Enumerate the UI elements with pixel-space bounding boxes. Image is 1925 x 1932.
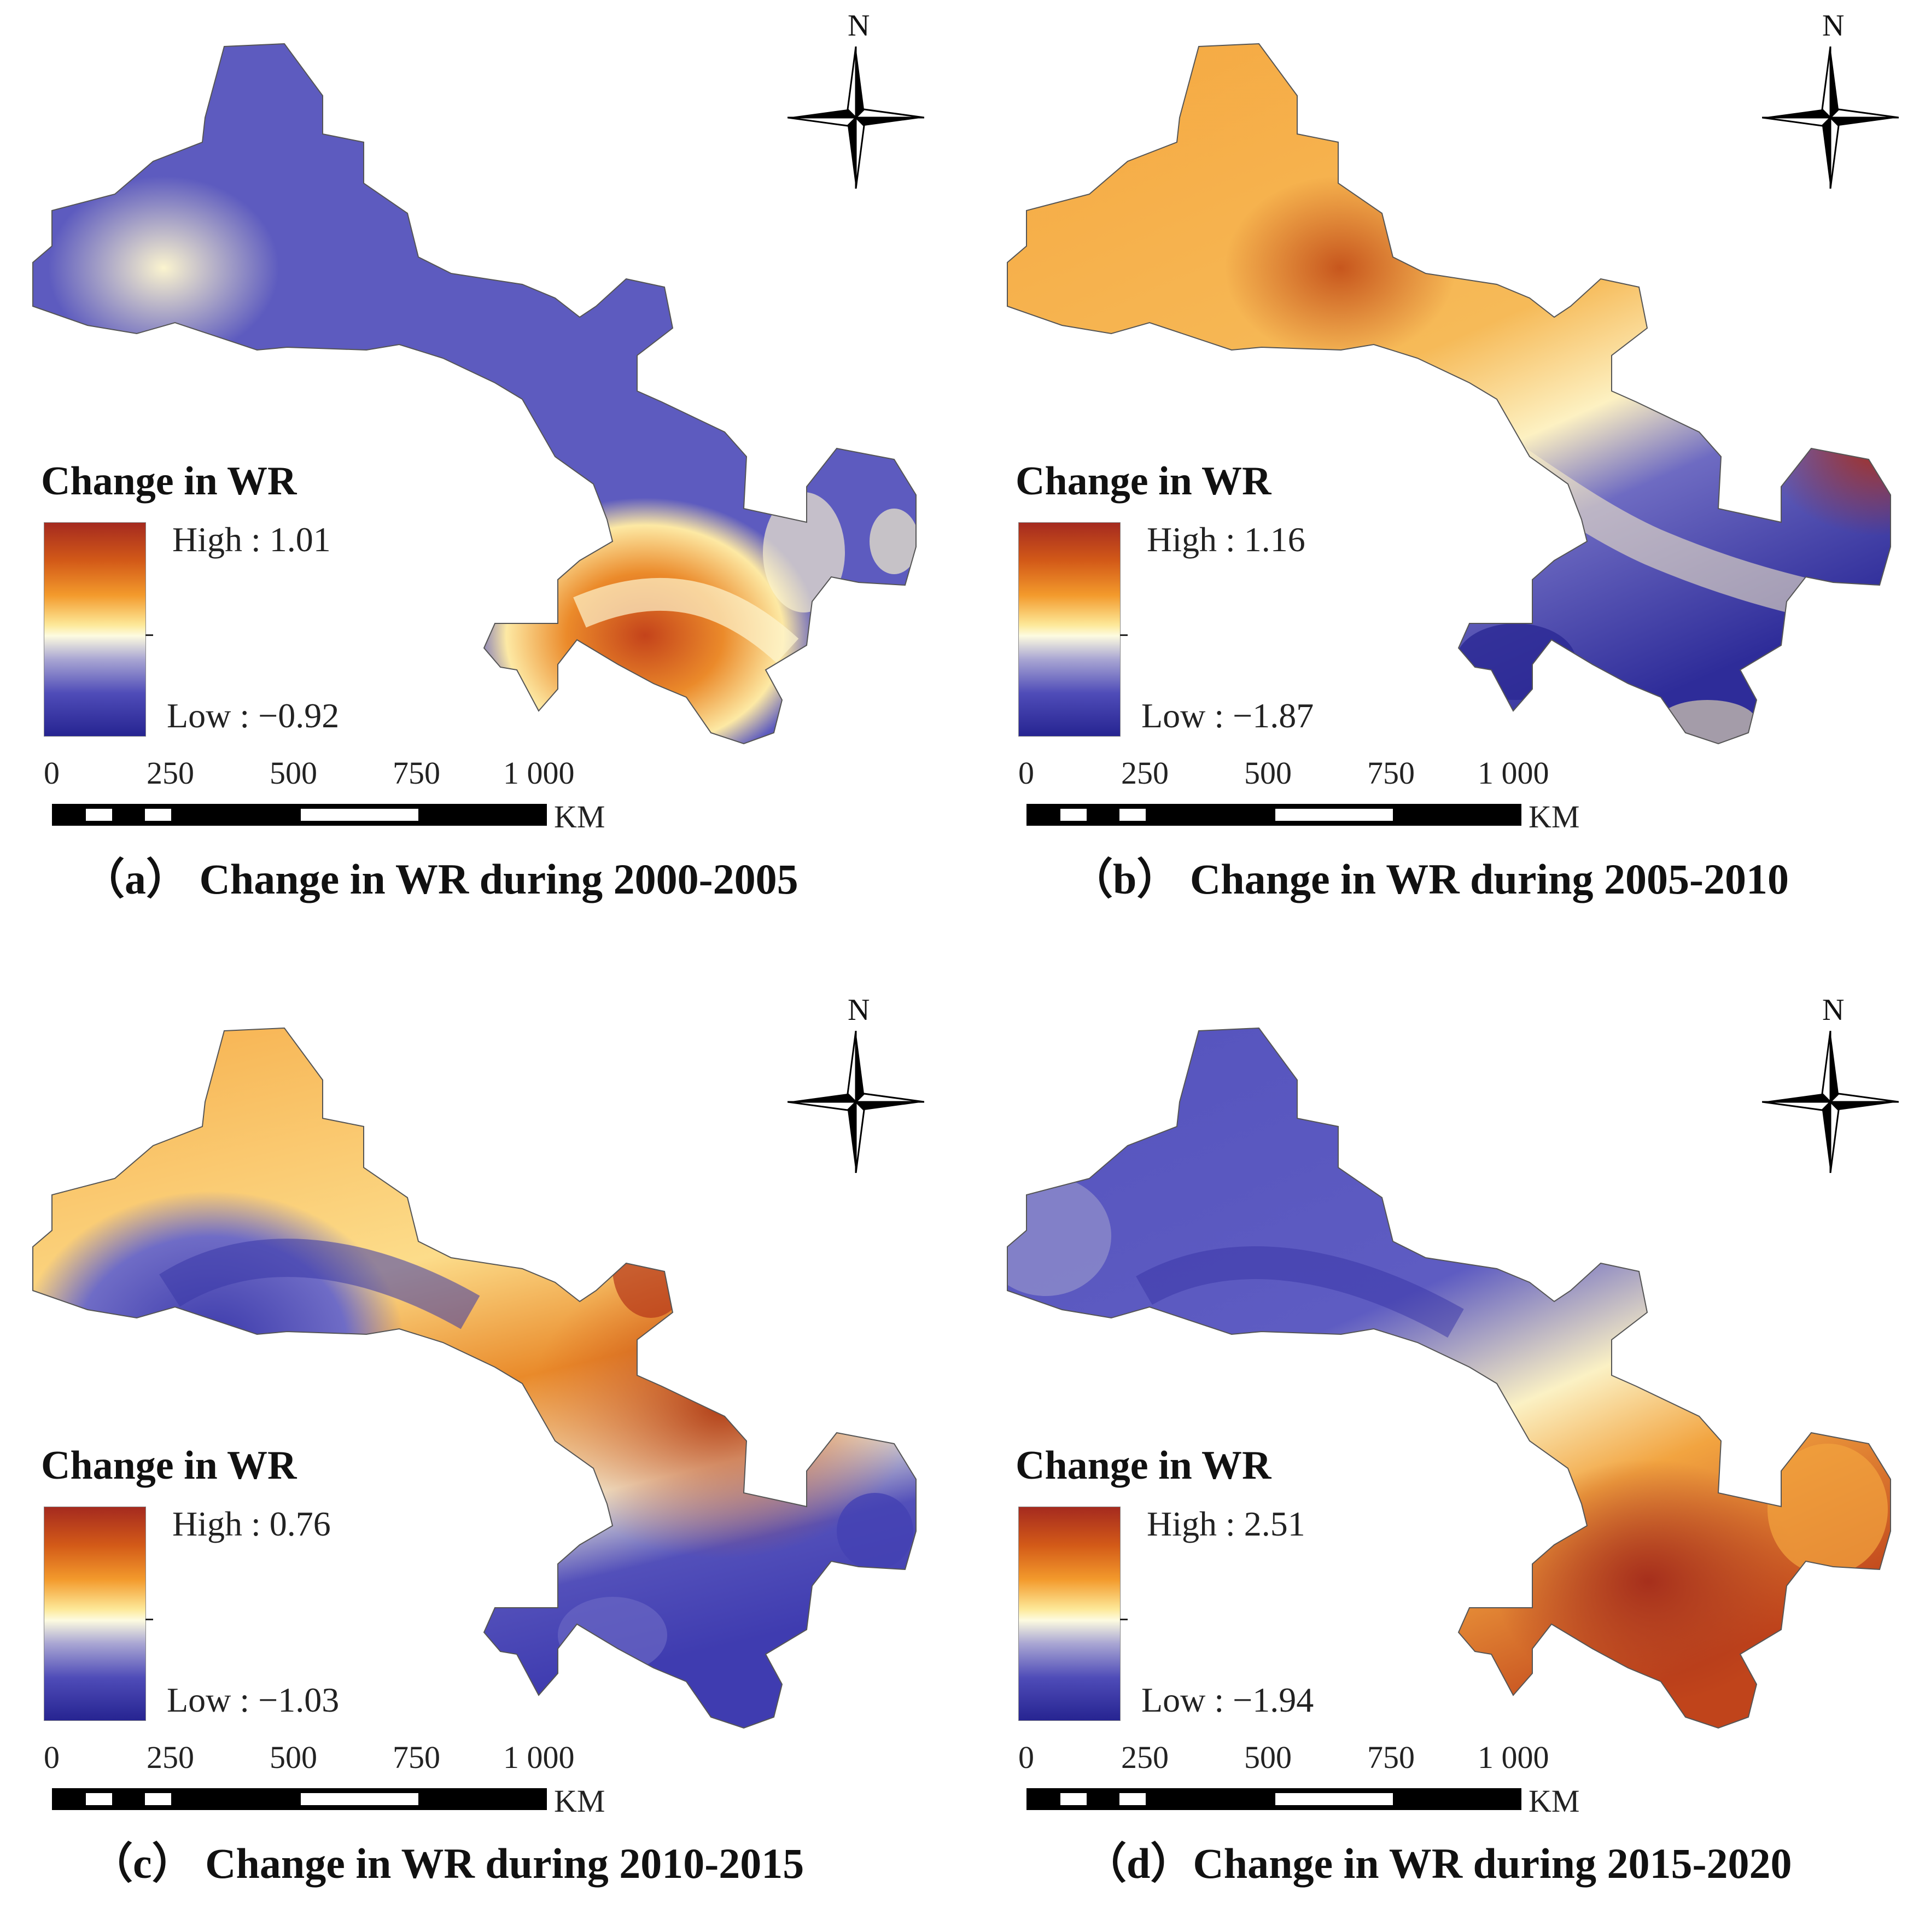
north-arrow-icon [788, 46, 924, 189]
north-label: N [848, 993, 870, 1027]
scale-tick-label: 250 [1121, 755, 1169, 791]
legend-tick [1120, 1619, 1128, 1620]
legend-color-ramp [44, 1507, 146, 1721]
legend-low-label: Low : −1.03 [167, 1680, 340, 1719]
scale-tick-label: 750 [1367, 1740, 1415, 1775]
panel-a: N Change in WR High : 1.01 Low : −0.92 0… [0, 0, 962, 948]
panel-d: N Change in WR High : 2.51 Low : −1.94 0… [975, 984, 1925, 1932]
scale-unit: KM [554, 1783, 605, 1819]
panel-caption: （a） Change in WR during 2000-2005 [82, 855, 798, 903]
scale-tick-label: 500 [1244, 755, 1292, 791]
legend-tick [1120, 634, 1128, 636]
scale-tick-label: 0 [44, 1740, 60, 1775]
legend-tick [145, 634, 153, 636]
legend-tick [145, 1619, 153, 1620]
scale-tick-label: 0 [1018, 1740, 1034, 1775]
scale-tick-label: 500 [270, 1740, 317, 1775]
north-label: N [1822, 993, 1845, 1027]
scale-unit: KM [554, 799, 605, 834]
scale-bar [52, 804, 547, 826]
legend-color-ramp [44, 522, 146, 737]
region-map-c [32, 1027, 917, 1729]
scale-unit: KM [1529, 799, 1580, 834]
scale-bar [1026, 1788, 1521, 1810]
scale-tick-label: 250 [147, 755, 194, 791]
legend-high-label: High : 0.76 [172, 1504, 331, 1543]
region-map-b [1007, 43, 1891, 745]
scale-tick-label: 1 000 [503, 755, 575, 791]
north-label: N [848, 9, 870, 43]
legend-low-label: Low : −1.87 [1141, 696, 1314, 735]
north-arrow-icon [1762, 1031, 1899, 1173]
region-map-a [32, 43, 917, 745]
north-arrow-icon [788, 1031, 924, 1173]
legend-low-label: Low : −0.92 [167, 696, 340, 735]
scale-tick-label: 1 000 [1478, 755, 1549, 791]
north-label: N [1822, 9, 1845, 43]
panel-caption: （b） Change in WR during 2005-2010 [1070, 855, 1789, 903]
scale-tick-label: 500 [1244, 1740, 1292, 1775]
panel-caption: （d）Change in WR during 2015-2020 [1084, 1840, 1792, 1887]
legend-title: Change in WR [1016, 459, 1271, 504]
legend-low-label: Low : −1.94 [1141, 1680, 1314, 1719]
legend-title: Change in WR [1016, 1443, 1271, 1488]
legend-high-label: High : 2.51 [1147, 1504, 1305, 1543]
scale-tick-label: 750 [1367, 755, 1415, 791]
scale-unit: KM [1529, 1783, 1580, 1819]
region-map-d [1007, 1027, 1891, 1729]
legend-high-label: High : 1.16 [1147, 520, 1305, 559]
scale-tick-label: 500 [270, 755, 317, 791]
scale-tick-label: 750 [393, 755, 440, 791]
legend-high-label: High : 1.01 [172, 520, 331, 559]
panel-caption: （c） Change in WR during 2010-2015 [90, 1840, 804, 1887]
scale-bar [1026, 804, 1521, 826]
legend-title: Change in WR [41, 459, 297, 504]
scale-tick-label: 1 000 [1478, 1740, 1549, 1775]
scale-tick-label: 250 [1121, 1740, 1169, 1775]
scale-tick-label: 0 [44, 755, 60, 791]
north-arrow-icon [1762, 46, 1899, 189]
legend-title: Change in WR [41, 1443, 297, 1488]
scale-tick-label: 1 000 [503, 1740, 575, 1775]
scale-tick-label: 250 [147, 1740, 194, 1775]
panel-b: N Change in WR High : 1.16 Low : −1.87 0… [975, 0, 1925, 948]
legend-color-ramp [1018, 522, 1121, 737]
panel-c: N Change in WR High : 0.76 Low : −1.03 0… [0, 984, 962, 1932]
legend-color-ramp [1018, 1507, 1121, 1721]
scale-tick-label: 0 [1018, 755, 1034, 791]
scale-tick-label: 750 [393, 1740, 440, 1775]
scale-bar [52, 1788, 547, 1810]
